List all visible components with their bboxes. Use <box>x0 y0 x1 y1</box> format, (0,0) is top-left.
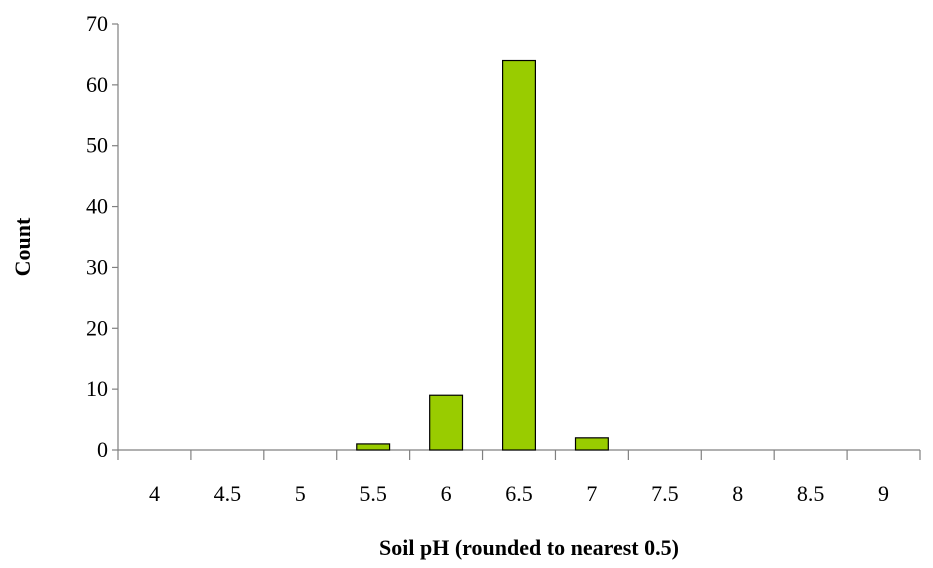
y-tick-label: 10 <box>86 376 108 401</box>
bar-7 <box>574 437 609 451</box>
x-tick-label: 6.5 <box>505 481 533 506</box>
x-tick-label: 7 <box>586 481 597 506</box>
bar-6-5 <box>501 59 537 451</box>
x-tick-label: 8.5 <box>797 481 825 506</box>
x-tick-label: 5 <box>295 481 306 506</box>
y-tick-label: 60 <box>86 72 108 97</box>
bar-6 <box>429 394 464 451</box>
x-axis: 4 4.5 5 5.5 6 6.5 7 7.5 8 8.5 9 <box>117 449 921 506</box>
y-tick-label: 70 <box>86 11 108 36</box>
bar-5-5 <box>356 443 391 451</box>
y-axis-title: Count <box>10 217 35 276</box>
bars <box>356 59 609 451</box>
x-tick-label: 7.5 <box>651 481 679 506</box>
y-tick-label: 50 <box>86 133 108 158</box>
x-tick-label: 5.5 <box>359 481 387 506</box>
x-tick-label: 9 <box>878 481 889 506</box>
y-axis: 0 10 20 30 40 50 60 70 <box>86 11 119 462</box>
y-tick-label: 20 <box>86 315 108 340</box>
x-tick-label: 8 <box>732 481 743 506</box>
y-tick-label: 30 <box>86 254 108 279</box>
x-tick-label: 4.5 <box>214 481 242 506</box>
x-tick-label: 6 <box>441 481 452 506</box>
x-tick-label: 4 <box>149 481 160 506</box>
y-tick-label: 40 <box>86 194 108 219</box>
y-tick-label: 0 <box>97 437 108 462</box>
x-axis-title: Soil pH (rounded to nearest 0.5) <box>379 535 679 560</box>
